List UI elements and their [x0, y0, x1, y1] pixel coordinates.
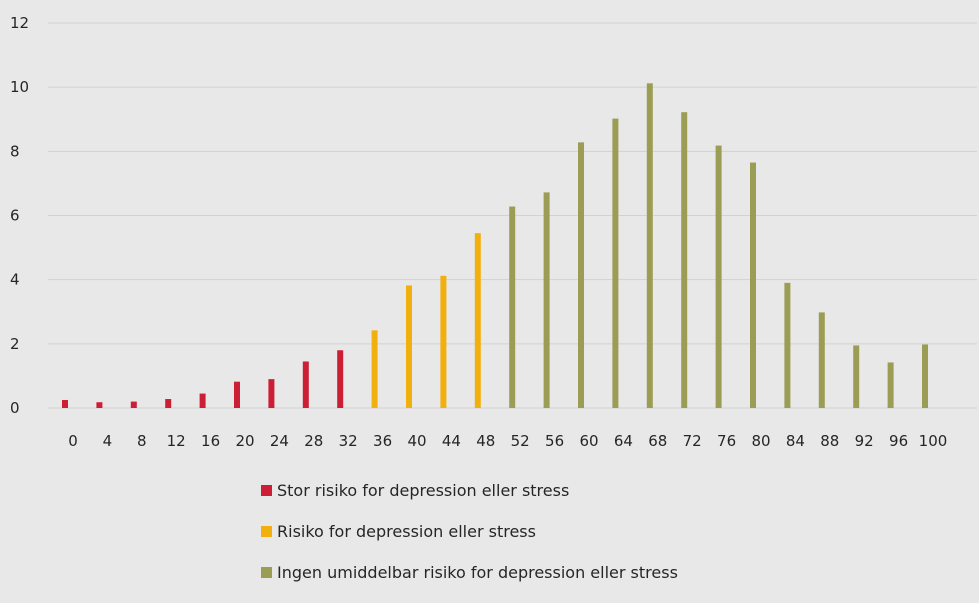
x-tick-label: 88: [820, 432, 839, 450]
x-tick-label: 76: [717, 432, 736, 450]
bar-64: [612, 118, 619, 408]
y-tick-label: 6: [10, 207, 20, 225]
x-tick-label: 64: [614, 432, 633, 450]
legend-label: Stor risiko for depression eller stress: [277, 480, 570, 500]
bar-52: [509, 206, 516, 408]
bar-60: [578, 142, 584, 408]
x-tick-label: 60: [579, 432, 598, 450]
x-tick-label: 68: [648, 432, 667, 450]
bar-28: [302, 361, 309, 408]
bar-100: [922, 344, 928, 408]
y-tick-label: 10: [10, 78, 29, 96]
legend-label: Ingen umiddelbar risiko for depression e…: [277, 562, 678, 582]
legend-swatch: [261, 484, 272, 496]
legend-item-high-risk: Stor risiko for depression eller stress: [261, 480, 678, 500]
legend-label: Risiko for depression eller stress: [277, 521, 536, 541]
x-tick-label: 20: [235, 432, 254, 450]
x-tick-label: 12: [167, 432, 186, 450]
bar-0: [62, 399, 68, 408]
y-tick-label: 8: [10, 142, 20, 160]
x-tick-label: 100: [919, 432, 948, 450]
y-tick-label: 0: [10, 399, 20, 417]
bar-92: [853, 345, 860, 408]
legend-swatch: [261, 525, 272, 537]
bar-76: [715, 145, 722, 408]
y-tick-label: 12: [10, 14, 29, 32]
x-tick-label: 80: [751, 432, 770, 450]
bar-24: [268, 379, 275, 408]
bar-16: [199, 393, 206, 408]
x-tick-label: 92: [855, 432, 874, 450]
x-tick-label: 52: [511, 432, 530, 450]
x-tick-label: 32: [339, 432, 358, 450]
legend-item-risk: Risiko for depression eller stress: [261, 521, 678, 541]
bar-56: [543, 192, 550, 408]
bar-36: [371, 330, 378, 408]
x-tick-label: 56: [545, 432, 564, 450]
bar-4: [96, 402, 103, 408]
bar-32: [337, 350, 344, 408]
legend-item-no-risk: Ingen umiddelbar risiko for depression e…: [261, 562, 678, 582]
y-tick-label: 4: [10, 271, 20, 289]
x-tick-label: 24: [270, 432, 289, 450]
x-tick-label: 0: [68, 432, 78, 450]
x-tick-label: 44: [442, 432, 461, 450]
bar-80: [750, 162, 756, 408]
bar-88: [818, 312, 825, 408]
y-axis-ticks: 0 2 4 6 8 10 12: [10, 14, 29, 417]
bar-96: [887, 362, 894, 408]
x-tick-label: 4: [103, 432, 113, 450]
bar-40: [406, 285, 412, 408]
bar-12: [165, 399, 172, 408]
bar-84: [784, 282, 791, 408]
bar-44: [440, 275, 447, 408]
legend: Stor risiko for depression eller stress …: [261, 480, 678, 603]
x-tick-label: 84: [786, 432, 805, 450]
x-axis-ticks: 0 4 8 12 16 20 24 28 32 36 40 44 48 52 56 60 64 68 72 76 80 8…: [68, 432, 947, 450]
legend-swatch: [261, 566, 272, 578]
bar-68: [646, 83, 653, 409]
x-tick-label: 40: [407, 432, 426, 450]
bar-72: [681, 112, 688, 409]
x-tick-label: 8: [137, 432, 147, 450]
x-tick-label: 16: [201, 432, 220, 450]
x-tick-label: 36: [373, 432, 392, 450]
bar-8: [130, 401, 137, 408]
bars: [62, 83, 928, 409]
x-tick-label: 28: [304, 432, 323, 450]
y-tick-label: 2: [10, 335, 20, 353]
x-tick-label: 72: [683, 432, 702, 450]
x-tick-label: 48: [476, 432, 495, 450]
bar-20: [234, 381, 240, 408]
bar-48: [474, 233, 481, 408]
x-tick-label: 96: [889, 432, 908, 450]
